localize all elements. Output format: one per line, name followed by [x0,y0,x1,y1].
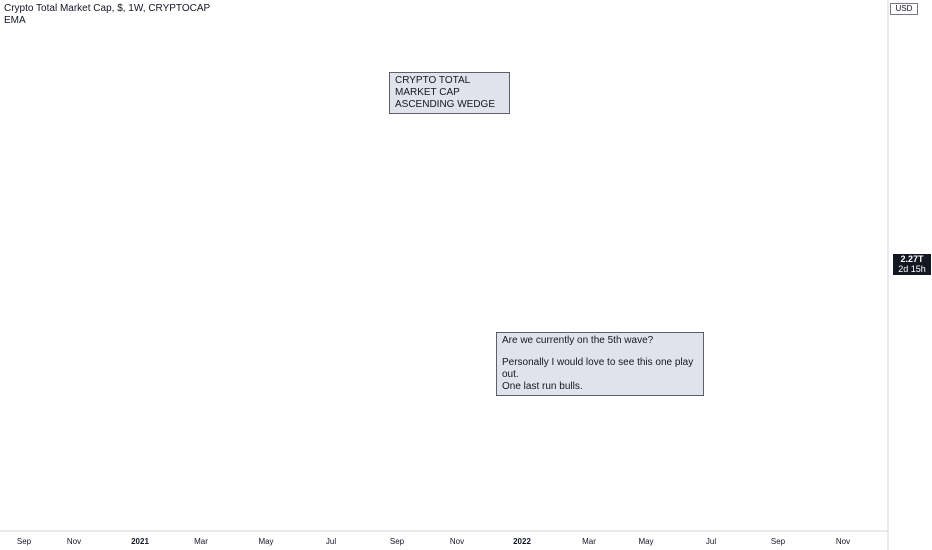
time-tick-label: Sep [390,537,405,546]
indicator-legend[interactable]: EMA [4,15,26,26]
title-annotation-box[interactable]: CRYPTO TOTAL MARKET CAP ASCENDING WEDGE [389,72,510,114]
time-tick-label: Sep [771,537,786,546]
time-tick-label: Mar [582,537,596,546]
time-tick-label: Mar [194,537,208,546]
bar-countdown-tag: 2d 15h [893,264,931,275]
note-annotation-box[interactable]: Are we currently on the 5th wave? Person… [496,332,704,396]
note-annotation-line: Personally I would love to see this one … [502,357,694,380]
note-annotation-line: One last run bulls. [502,381,583,392]
time-tick-label: Jul [706,537,716,546]
time-tick-label: Nov [67,537,81,546]
currency-unit-badge[interactable]: USD [890,3,918,15]
time-tick-label: Nov [450,537,464,546]
time-tick-label: May [638,537,653,546]
time-tick-label: Jul [326,537,336,546]
last-price-tag: 2.27T [893,254,931,265]
time-tick-label: 2021 [131,537,149,546]
title-annotation-line: CRYPTO TOTAL MARKET CAP [395,75,470,98]
time-tick-label: 2022 [513,537,531,546]
note-annotation-line [502,347,698,357]
time-tick-label: Sep [17,537,32,546]
time-tick-label: Nov [836,537,850,546]
note-annotation-line: Are we currently on the 5th wave? [502,335,654,346]
title-annotation-line: ASCENDING WEDGE [395,99,496,110]
chart-header-title: Crypto Total Market Cap, $, 1W, CRYPTOCA… [4,3,211,14]
time-tick-label: May [258,537,273,546]
